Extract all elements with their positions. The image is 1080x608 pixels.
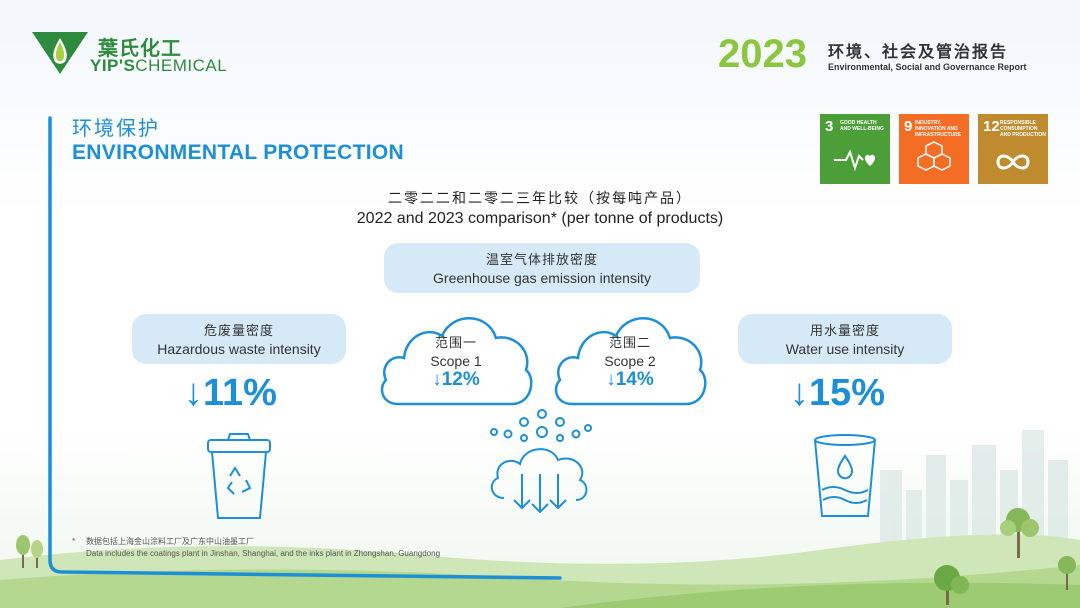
logo-text-en: YIP'SCHEMICAL (90, 56, 228, 75)
sdg-number: 3 (825, 118, 834, 135)
scope2-cloud-icon (554, 317, 707, 406)
water-label-pill: 用水量密度 Water use intensity (738, 314, 952, 364)
waste-label-pill: 危废量密度 Hazardous waste intensity (132, 314, 346, 364)
section-title-cn: 环境保护 (72, 116, 160, 140)
sdg-label: INDUSTRY, INNOVATION AND INFRASTRUCTURE (915, 120, 962, 138)
ghg-label-en: Greenhouse gas emission intensity (433, 270, 651, 286)
water-value: ↓15% (790, 372, 886, 414)
infinity-icon (996, 154, 1030, 170)
sdg-number: 12 (983, 118, 1000, 135)
section-title-en: ENVIRONMENTAL PROTECTION (72, 141, 404, 164)
sdg-3-tile: 3 GOOD HEALTH AND WELL-BEING (820, 114, 890, 184)
sdg-label: RESPONSIBLE CONSUMPTION AND PRODUCTION (1000, 120, 1046, 138)
report-header: 2023 环境、社会及管治报告 Environmental, Social an… (718, 32, 1048, 76)
logo-drop-icon (32, 32, 88, 74)
comparison-title-en: 2022 and 2023 comparison* (per tonne of … (356, 210, 724, 227)
scope2-label-en: Scope 2 (604, 353, 656, 369)
cubes-icon (917, 141, 951, 171)
heartbeat-icon (834, 149, 875, 172)
ghg-label-cn: 温室气体排放密度 (485, 253, 598, 268)
waste-value: ↓11% (184, 372, 277, 414)
waste-label-cn: 危废量密度 (203, 324, 274, 339)
report-title-cn: 环境、社会及管治报告 (828, 42, 1009, 61)
footnote: * 数据包括上海金山涂料工厂及广东中山油墨工厂 Data includes th… (72, 536, 440, 560)
recycle-bin-icon (207, 433, 271, 519)
emission-cloud-icon (490, 409, 592, 514)
footnote-cn: 数据包括上海金山涂料工厂及广东中山油墨工厂 (86, 537, 254, 546)
logo-text-cn: 葉氏化工 (98, 36, 182, 60)
water-glass-icon (814, 434, 876, 517)
ghg-label-pill: 温室气体排放密度 Greenhouse gas emission intensi… (384, 243, 700, 293)
scope2-label-cn: 范围二 (608, 336, 651, 351)
footnote-en: Data includes the coatings plant in Jins… (86, 549, 441, 558)
scope1-label-cn: 范围一 (434, 336, 477, 351)
sdg-12-tile: 12 RESPONSIBLE CONSUMPTION AND PRODUCTIO… (978, 114, 1048, 184)
scope1-label-en: Scope 1 (430, 353, 482, 369)
sdg-label: GOOD HEALTH AND WELL-BEING (840, 120, 884, 132)
scope1-text: 范围一 Scope 1 ↓12% (410, 332, 502, 391)
sdg-number: 9 (904, 118, 913, 135)
footnote-marker: * (72, 537, 76, 546)
scope2-text: 范围二 Scope 2 ↓14% (584, 332, 676, 391)
waste-label-en: Hazardous waste intensity (157, 341, 321, 357)
company-logo: 葉氏化工 YIP'SCHEMICAL (32, 30, 227, 76)
report-year: 2023 (718, 32, 807, 76)
water-label-en: Water use intensity (785, 341, 905, 357)
scope1-cloud-icon (380, 317, 533, 406)
report-title-en: Environmental, Social and Governance Rep… (828, 62, 1027, 72)
comparison-title-cn: 二零二二和二零二三年比较（按每吨产品） (388, 191, 692, 207)
scope2-value: ↓14% (606, 369, 654, 390)
sdg-9-tile: 9 INDUSTRY, INNOVATION AND INFRASTRUCTUR… (899, 114, 969, 184)
water-label-cn: 用水量密度 (809, 324, 880, 339)
scope1-value: ↓12% (432, 369, 480, 390)
